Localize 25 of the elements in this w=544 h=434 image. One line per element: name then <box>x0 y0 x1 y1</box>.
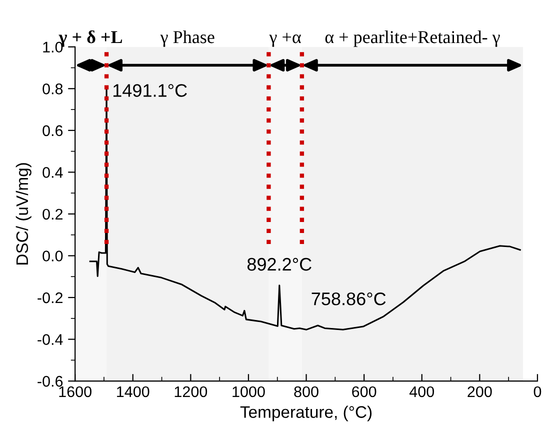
y-tick-label: -0.6 <box>38 376 63 387</box>
y-tick-label: 0.4 <box>42 167 63 178</box>
x-tick-label: 600 <box>352 386 376 398</box>
band-label: γ Phase <box>160 30 214 47</box>
x-tick-label: 1000 <box>232 386 265 398</box>
annotation: 758.86°C <box>312 292 386 306</box>
y-axis-title: DSC/ (uV/mg) <box>16 163 32 264</box>
x-tick-label: 1400 <box>117 386 150 398</box>
y-tick-label: -0.2 <box>38 292 62 304</box>
y-tick-label: 0.0 <box>42 250 63 262</box>
x-tick-label: 1200 <box>174 386 208 398</box>
x-tick-label: 400 <box>409 386 434 398</box>
x-tick-label: 200 <box>468 386 492 398</box>
y-tick-label: 0.6 <box>42 125 63 136</box>
x-tick-label: 0 <box>534 386 542 398</box>
annotation: 892.2°C <box>247 258 312 271</box>
annotation: 1491.1°C <box>113 84 187 97</box>
x-axis-title: Temperature, (°C) <box>240 406 372 422</box>
x-tick-label: 800 <box>294 386 318 398</box>
y-tick-label: -0.4 <box>38 334 63 345</box>
x-tick-label: 1600 <box>59 386 92 398</box>
y-tick-label: 0.2 <box>42 208 62 220</box>
band-label: γ +α <box>269 32 301 47</box>
band-label: α + pearlite+Retained- γ <box>325 30 500 47</box>
y-tick-label: 0.8 <box>42 84 63 94</box>
